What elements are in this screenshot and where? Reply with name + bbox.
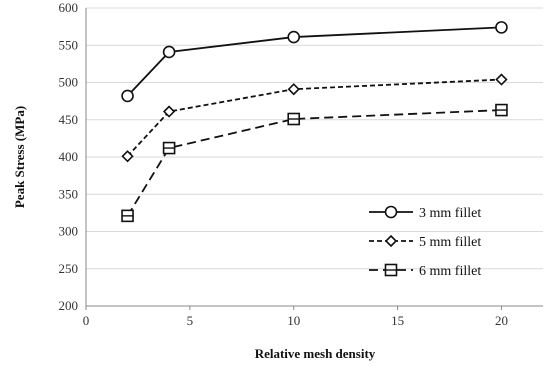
y-tick-label-300: 300 <box>59 224 79 239</box>
legend-label-5-mm-fillet: 5 mm fillet <box>419 235 481 250</box>
x-axis-title: Relative mesh density <box>255 346 376 361</box>
data-point-3-mm-fillet-x10 <box>287 30 301 44</box>
x-tick-label-20: 20 <box>495 313 508 328</box>
data-point-3-mm-fillet-x20 <box>495 21 508 34</box>
legend-item-3-mm-fillet: 3 mm fillet <box>369 205 481 221</box>
series-line-5-mm-fillet <box>126 78 502 157</box>
legend-item-6-mm-fillet: 6 mm fillet <box>369 263 481 279</box>
y-tick-label-250: 250 <box>59 261 79 276</box>
x-tick-label-5: 5 <box>187 313 194 328</box>
data-point-6-mm-fillet-x4 <box>162 141 176 155</box>
data-point-3-mm-fillet-x4 <box>162 45 176 59</box>
gridlines <box>86 7 543 270</box>
legend-label-6-mm-fillet: 6 mm fillet <box>419 264 481 279</box>
axes <box>85 8 543 307</box>
data-point-5-mm-fillet-x20 <box>495 73 508 86</box>
data-point-5-mm-fillet-x4 <box>162 105 176 118</box>
x-tick-label-0: 0 <box>83 313 90 328</box>
x-axis-ticks: 0 5 10 15 20 <box>83 306 508 328</box>
series-6-mm-fillet <box>121 103 508 223</box>
y-tick-label-200: 200 <box>59 298 79 313</box>
y-tick-label-550: 550 <box>59 37 79 52</box>
y-axis-title: Peak Stress (MPa) <box>12 106 27 208</box>
y-tick-label-500: 500 <box>59 75 79 90</box>
y-tick-label-600: 600 <box>59 0 79 15</box>
series-5-mm-fillet <box>121 73 508 163</box>
x-tick-label-15: 15 <box>391 313 404 328</box>
series-line-3-mm-fillet <box>126 26 502 97</box>
data-point-6-mm-fillet-x2 <box>121 209 134 223</box>
legend-marker-6-mm-fillet <box>384 263 398 277</box>
x-tick-label-10: 10 <box>287 313 300 328</box>
data-point-6-mm-fillet-x10 <box>287 112 301 126</box>
y-tick-label-350: 350 <box>59 186 79 201</box>
y-axis-ticks: 200 250 300 350 400 450 500 550 600 <box>59 0 79 313</box>
legend-item-5-mm-fillet: 5 mm fillet <box>369 234 481 250</box>
legend-marker-3-mm-fillet <box>384 205 398 219</box>
y-tick-label-450: 450 <box>59 112 79 127</box>
series-3-mm-fillet <box>121 21 508 103</box>
series-line-6-mm-fillet <box>126 109 502 217</box>
data-point-5-mm-fillet-x10 <box>287 83 300 96</box>
legend-label-3-mm-fillet: 3 mm fillet <box>419 206 481 221</box>
data-point-3-mm-fillet-x2 <box>121 89 134 103</box>
data-point-5-mm-fillet-x2 <box>121 150 134 163</box>
legend: 3 mm fillet 5 mm fillet 6 mm fillet <box>369 205 481 279</box>
series-group <box>121 21 508 223</box>
y-tick-label-400: 400 <box>59 149 79 164</box>
data-point-6-mm-fillet-x20 <box>495 103 508 117</box>
legend-marker-5-mm-fillet <box>384 234 398 248</box>
